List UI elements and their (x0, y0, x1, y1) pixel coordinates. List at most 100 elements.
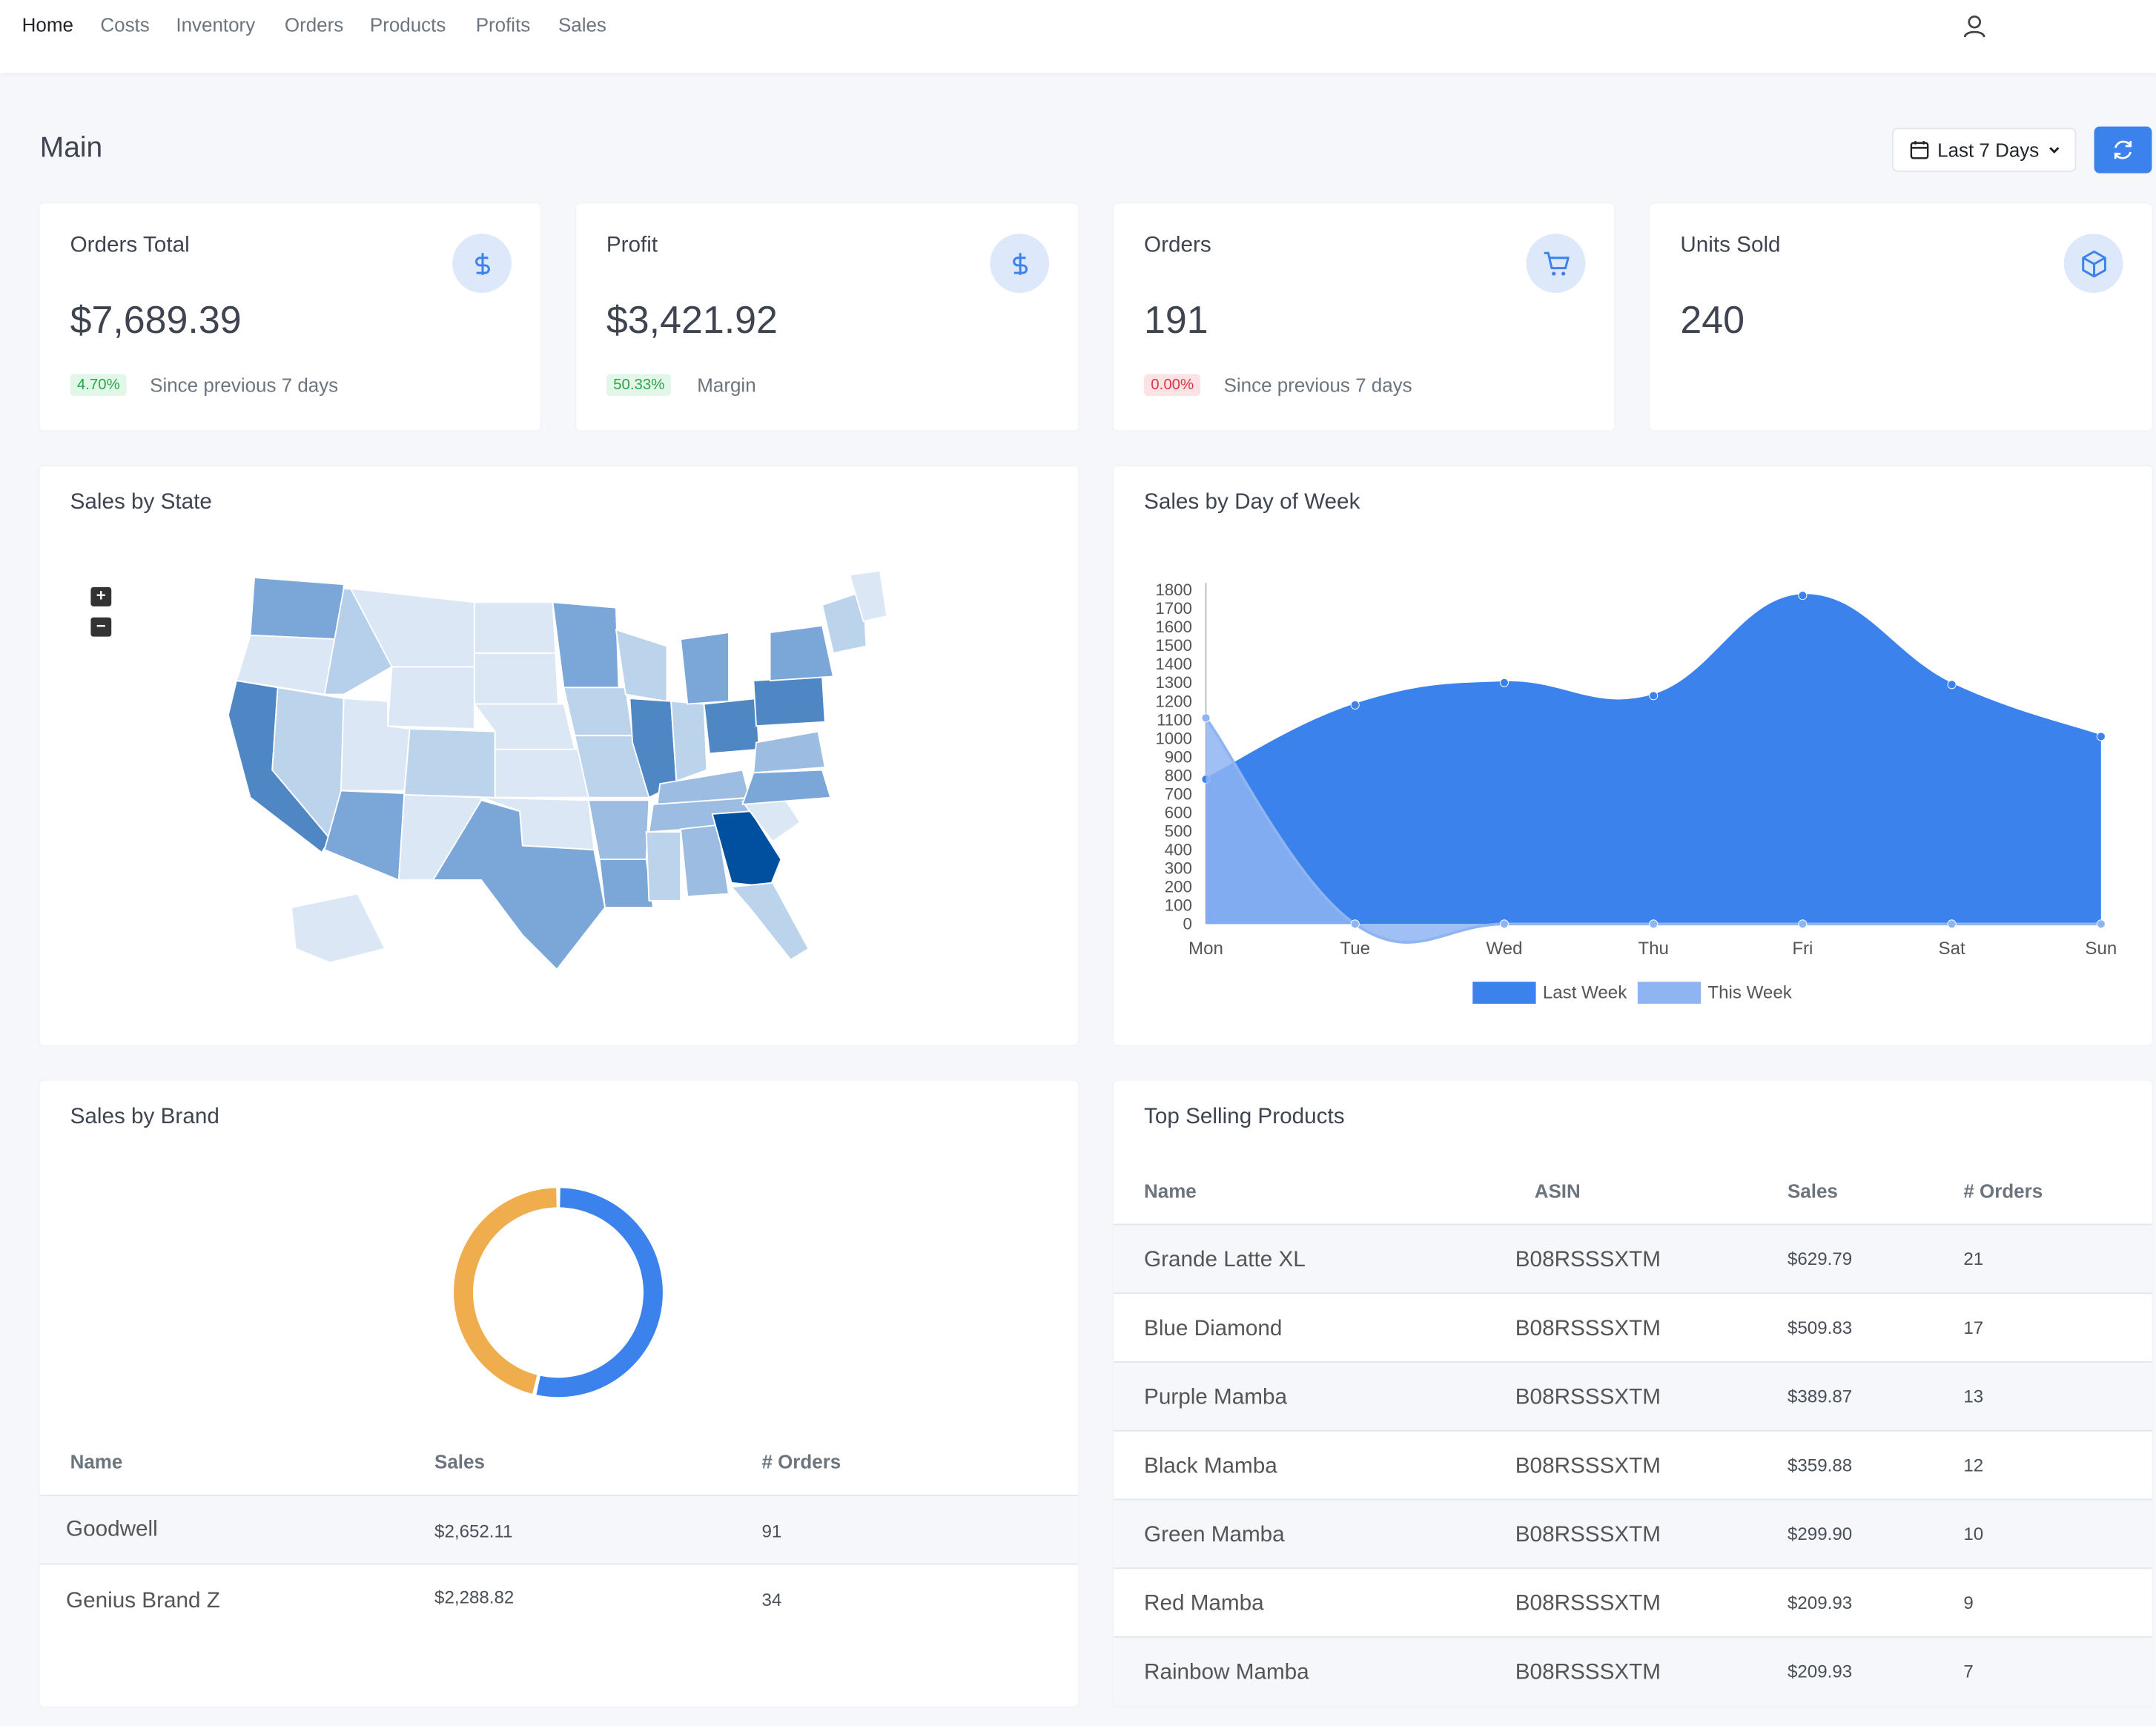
stat-value: $7,689.39 (70, 298, 242, 341)
nav-sales[interactable]: Sales (558, 13, 606, 36)
product-orders: 17 (1963, 1317, 1984, 1338)
y-tick-label: 1200 (1155, 692, 1191, 710)
product-orders: 9 (1963, 1592, 1974, 1613)
product-sales: $359.88 (1787, 1455, 1853, 1475)
product-orders: 10 (1963, 1523, 1984, 1544)
x-tick-label: Sat (1939, 939, 1965, 959)
date-range-dropdown[interactable]: Last 7 Days (1891, 128, 2077, 172)
table-row[interactable]: Grande Latte XL B08RSSSXTM $629.79 21 (1114, 1223, 2152, 1294)
brand-donut-chart[interactable] (449, 1183, 669, 1403)
data-point[interactable] (1947, 919, 1957, 929)
change-badge: 4.70% (70, 374, 127, 397)
product-orders: 12 (1963, 1455, 1984, 1475)
y-tick-label: 1400 (1155, 655, 1191, 673)
data-point[interactable] (1499, 678, 1509, 687)
state-mn (552, 601, 620, 689)
legend-swatch[interactable] (1472, 982, 1536, 1004)
data-point[interactable] (1798, 919, 1808, 929)
date-range-label: Last 7 Days (1937, 139, 2040, 161)
table-row[interactable]: Purple Mamba B08RSSSXTM $389.87 13 (1114, 1361, 2152, 1432)
stat-title: Units Sold (1680, 234, 1781, 257)
y-tick-label: 1000 (1155, 729, 1191, 747)
table-row[interactable]: Blue Diamond B08RSSSXTM $509.83 17 (1114, 1292, 2152, 1363)
data-point[interactable] (1350, 700, 1360, 710)
product-asin: B08RSSSXTM (1515, 1317, 1661, 1341)
donut-slice[interactable] (454, 1188, 557, 1394)
product-orders: 7 (1963, 1661, 1974, 1682)
state-la (598, 859, 655, 908)
map-zoom-in-button[interactable]: + (90, 586, 112, 606)
state-me (848, 569, 888, 623)
column-header-sales[interactable]: Sales (1787, 1180, 1838, 1202)
table-row[interactable]: Green Mamba B08RSSSXTM $299.90 10 (1114, 1498, 2152, 1570)
state-pa (753, 675, 826, 727)
column-header-sales[interactable]: Sales (434, 1450, 485, 1473)
brand-orders: 34 (761, 1589, 782, 1610)
nav-costs[interactable]: Costs (100, 13, 150, 36)
column-header-orders[interactable]: # Orders (761, 1450, 841, 1473)
data-point[interactable] (2096, 919, 2106, 929)
state-nd (473, 601, 557, 654)
column-header-name[interactable]: Name (70, 1450, 123, 1473)
product-orders: 13 (1963, 1386, 1984, 1407)
column-header-asin[interactable]: ASIN (1534, 1180, 1581, 1202)
map-zoom-out-button[interactable]: − (90, 617, 112, 637)
sales-by-day-card: Sales by Day of Week 1800 1700 1600 1500 140… (1114, 466, 2152, 1045)
legend-label[interactable]: This Week (1707, 982, 1792, 1002)
state-sd (473, 652, 559, 705)
refresh-button[interactable] (2094, 126, 2152, 173)
nav-home[interactable]: Home (22, 13, 73, 36)
product-asin: B08RSSSXTM (1515, 1592, 1661, 1616)
card-title: Top Selling Products (1144, 1105, 1345, 1129)
y-tick-label: 400 (1165, 841, 1192, 859)
table-row[interactable]: Genius Brand Z $2,288.82 34 (39, 1563, 1079, 1634)
table-row[interactable]: Red Mamba B08RSSSXTM $209.93 9 (1114, 1567, 2152, 1638)
x-tick-label: Mon (1188, 939, 1223, 959)
user-icon[interactable] (1961, 13, 1988, 40)
data-point[interactable] (1947, 680, 1957, 690)
nav-orders[interactable]: Orders (284, 13, 344, 36)
table-row[interactable]: Rainbow Mamba B08RSSSXTM $209.93 7 (1114, 1636, 2152, 1707)
x-tick-label: Wed (1486, 939, 1522, 959)
state-wy (387, 666, 475, 730)
data-point[interactable] (1350, 919, 1360, 929)
nav-profits[interactable]: Profits (475, 13, 531, 36)
stat-title: Orders (1144, 234, 1211, 257)
nav-products[interactable]: Products (369, 13, 446, 36)
y-tick-label: 1800 (1155, 581, 1191, 599)
sales-area-chart[interactable]: 1800170016001500140013001200110010009008… (1114, 466, 2152, 1045)
state-ms (645, 831, 681, 902)
nav-inventory[interactable]: Inventory (176, 13, 256, 36)
table-row[interactable]: Black Mamba B08RSSSXTM $359.88 12 (1114, 1429, 2152, 1501)
legend-swatch[interactable] (1637, 982, 1702, 1004)
y-tick-label: 800 (1165, 766, 1192, 784)
product-asin: B08RSSSXTM (1515, 1455, 1661, 1478)
legend-label[interactable]: Last Week (1543, 982, 1627, 1002)
stat-card-orders: Orders 191 0.00% Since previous 7 days (1114, 203, 1615, 431)
donut-slice[interactable] (536, 1188, 663, 1398)
data-point[interactable] (1649, 919, 1659, 929)
column-header-orders[interactable]: # Orders (1963, 1180, 2043, 1202)
brand-orders: 91 (761, 1521, 782, 1542)
state-fl (730, 882, 810, 961)
brand-name: Genius Brand Z (66, 1589, 220, 1613)
top-navbar: Home Costs Inventory Orders Products Pro… (0, 0, 2156, 73)
product-sales: $209.93 (1787, 1661, 1853, 1682)
product-name: Blue Diamond (1144, 1317, 1283, 1341)
column-header-name[interactable]: Name (1144, 1180, 1197, 1202)
data-point[interactable] (1201, 713, 1211, 723)
y-tick-label: 1300 (1155, 673, 1191, 692)
data-point[interactable] (1649, 691, 1659, 701)
state-ia (563, 687, 634, 737)
state-ga (711, 810, 782, 888)
state-al (680, 824, 730, 898)
data-point[interactable] (1798, 591, 1808, 601)
us-choropleth-map[interactable] (40, 466, 1078, 1045)
stat-card-profit: Profit $3,421.92 50.33% Margin (576, 203, 1079, 431)
data-point[interactable] (1499, 919, 1509, 929)
stat-value: 191 (1144, 298, 1208, 341)
x-tick-label: Tue (1340, 939, 1370, 959)
table-row[interactable]: Goodwell $2,652.11 91 (39, 1494, 1079, 1565)
product-name: Purple Mamba (1144, 1386, 1287, 1409)
data-point[interactable] (2096, 732, 2106, 741)
